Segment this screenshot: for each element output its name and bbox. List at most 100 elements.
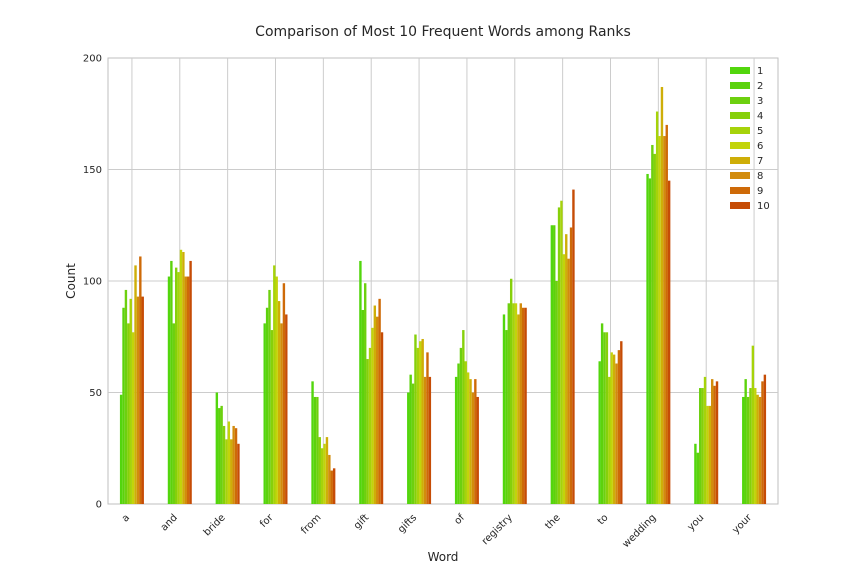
bar-the-8 [567,258,570,504]
bar-to-4 [605,332,609,504]
chart-title: Comparison of Most 10 Frequent Words amo… [255,24,631,40]
y-tick-label: 100 [83,277,102,288]
legend-label-2: 2 [757,81,763,92]
bar-for-8 [280,323,283,504]
bar-you-1 [694,443,697,504]
bar-and-1 [167,276,171,504]
bar-to-2 [600,323,604,504]
bar-of-1 [454,376,458,504]
bar-gifts-7 [421,338,424,504]
bar-for-5 [273,265,276,504]
bar-for-3 [268,289,271,504]
bar-and-6 [179,249,183,504]
bar-registry-8 [519,303,522,504]
x-tick-label: the [543,512,562,531]
bar-you-5 [703,376,707,504]
legend-swatch-5 [730,127,750,134]
bar-a-10 [141,296,144,504]
bar-bride-3 [220,405,223,504]
bar-from-2 [313,396,317,504]
bar-wedding-9 [665,124,668,505]
bar-to-5 [608,376,611,504]
bar-wedding-7 [660,86,664,505]
bar-a-3 [124,289,128,504]
bar-the-2 [553,225,556,504]
y-axis-label: Count [64,263,78,299]
legend-label-7: 7 [757,156,763,167]
bar-of-7 [469,379,472,504]
bar-of-9 [474,379,477,504]
bar-from-7 [325,437,329,504]
bar-of-2 [457,363,460,504]
bar-registry-6 [514,303,518,504]
bar-to-6 [610,352,613,504]
bar-registry-5 [512,303,515,504]
bar-the-5 [560,200,563,504]
bar-gifts-4 [414,334,417,504]
bar-gift-1 [359,260,362,504]
bar-registry-9 [521,307,525,504]
bar-you-7 [708,405,712,504]
bar-a-6 [131,332,135,504]
bar-gift-5 [368,347,372,504]
legend-swatch-4 [730,112,750,119]
bar-your-1 [742,396,745,504]
bar-and-10 [189,260,192,504]
bar-from-10 [332,468,336,504]
bar-for-4 [270,330,274,504]
y-axis-ticks: 0 50 100 150 200 [83,54,102,511]
bar-gifts-3 [411,383,415,504]
bar-the-3 [555,281,558,504]
x-tick-label: wedding [621,512,659,550]
bars [119,86,767,505]
x-tick-label: gifts [396,512,419,535]
bar-gift-4 [366,359,369,504]
bar-a-9 [139,256,142,504]
bar-to-3 [603,332,606,504]
y-tick-label: 0 [96,500,102,511]
x-tick-label: bride [202,512,228,538]
bar-registry-10 [524,307,527,504]
bar-of-5 [464,361,467,504]
bar-wedding-5 [655,111,659,505]
bar-and-9 [186,276,190,504]
bar-to-8 [615,363,618,504]
bar-the-7 [565,234,568,505]
x-tick-label: and [159,512,180,533]
bar-to-10 [620,341,623,504]
bar-to-9 [617,350,621,504]
bar-and-2 [170,260,173,504]
bar-registry-4 [509,278,513,504]
bar-gifts-6 [419,341,422,504]
bar-of-3 [459,347,463,504]
legend-label-1: 1 [757,66,763,77]
legend-label-4: 4 [757,111,763,122]
bar-wedding-2 [648,178,652,505]
bar-the-6 [562,254,566,504]
x-axis-ticks: a and bride for from gift gifts of registry the to… [120,512,755,550]
bar-wedding-8 [663,136,666,505]
bar-the-4 [557,207,561,504]
x-tick-label: your [731,512,755,536]
bar-for-9 [282,283,286,504]
bar-bride-5 [225,439,228,504]
legend-swatch-8 [730,172,750,179]
bar-bride-9 [234,428,238,504]
bar-gift-3 [364,283,367,504]
x-axis-label: Word [428,550,459,564]
bar-you-6 [706,405,709,504]
y-tick-label: 50 [89,388,102,399]
bar-of-10 [476,396,479,504]
bar-your-5 [751,345,755,504]
bar-the-1 [550,225,554,504]
bar-bride-8 [232,425,235,504]
bar-gift-6 [371,327,374,504]
bar-to-7 [612,354,616,504]
bar-a-2 [122,307,125,504]
bar-bride-4 [222,425,226,504]
bar-wedding-10 [667,180,671,504]
bar-from-8 [328,454,331,504]
x-tick-label: for [258,512,276,530]
bar-from-1 [311,381,314,504]
